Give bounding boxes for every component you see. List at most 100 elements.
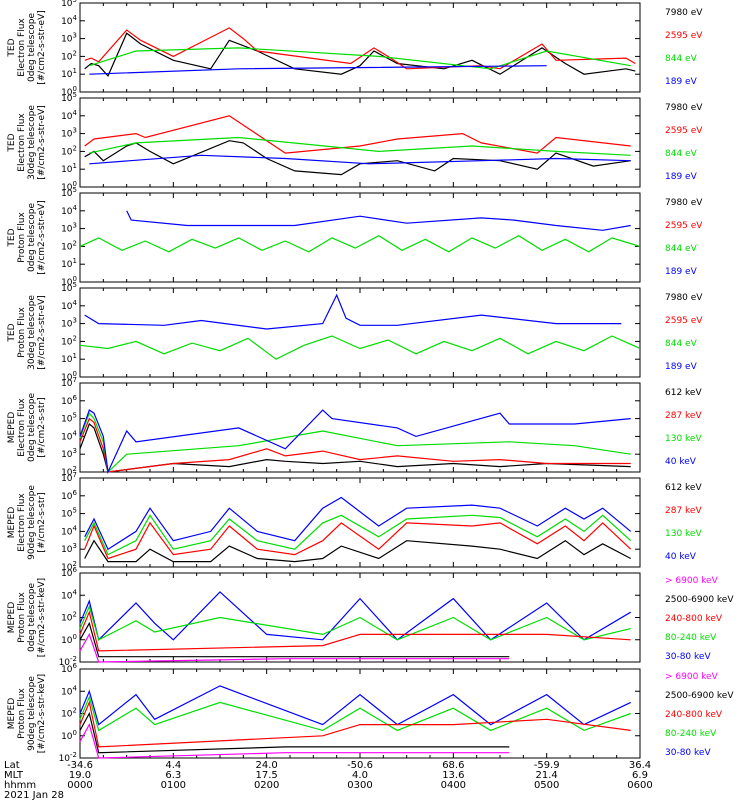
y-tick-label: 103 (61, 32, 77, 45)
legend-entry: 844 eV (665, 149, 698, 159)
legend-entry: 189 eV (665, 77, 698, 87)
y-tick-label: 101 (61, 162, 77, 175)
legend-entry: 844 eV (665, 244, 698, 254)
y-tick-label: 102 (61, 49, 77, 62)
panel-frame (79, 382, 641, 473)
legend-entry: 2500-6900 keV (665, 691, 734, 701)
y-tick-label: 103 (61, 317, 77, 330)
legend-entry: 80-240 keV (665, 729, 717, 739)
footer-label-hhmm: hhmm (4, 780, 36, 791)
legend-entry: 844 eV (665, 339, 698, 349)
legend-entry: 2595 eV (665, 316, 703, 326)
series-line (79, 723, 510, 759)
legend-entry: 130 keV (665, 434, 702, 444)
series-line (84, 496, 632, 551)
legend-entry: 287 keV (665, 506, 702, 516)
panel-frame (79, 2, 641, 93)
series-line (84, 539, 631, 563)
y-tick-label: 104 (61, 204, 77, 217)
y-tick-label: 103 (61, 127, 77, 140)
footer-hhmm-value: 0000 (67, 780, 92, 791)
legend-entry: 189 eV (665, 362, 698, 372)
legend-entry: 7980 eV (665, 103, 703, 113)
series-line (79, 695, 631, 732)
footer-lat-value: -50.6 (347, 760, 373, 771)
y-axis-label: TEDElectron Flux30deg telescope[#/cm2-s-… (7, 105, 47, 180)
series-line (79, 604, 631, 641)
legend-entry: 30-80 keV (665, 652, 711, 662)
series-line (84, 32, 636, 77)
y-tick-label: 102 (61, 707, 77, 720)
y-axis-label: TEDProton Flux0deg telescope[#/cm2-s-str… (7, 200, 47, 275)
y-tick-label: 102 (61, 144, 77, 157)
series-line (79, 621, 510, 658)
series-line (126, 210, 631, 231)
series-line (84, 115, 631, 154)
footer-hhmm-value: 0600 (627, 780, 652, 791)
y-tick-label: 103 (61, 222, 77, 235)
footer-lat-value: -34.6 (67, 760, 93, 771)
y-tick-label: 106 (61, 489, 77, 502)
panel-frame (79, 97, 641, 188)
footer-mlt-value: 4.0 (352, 770, 368, 781)
y-tick-label: 102 (61, 611, 77, 624)
y-tick-label: 104 (61, 429, 77, 442)
footer-mlt-value: 13.6 (442, 770, 464, 781)
legend-entry: 40 keV (665, 457, 697, 467)
series-line (89, 47, 631, 70)
series-line (89, 136, 631, 156)
y-tick-label: 102 (61, 239, 77, 252)
legend-entry: > 6900 keV (665, 672, 719, 682)
panel-frame (79, 192, 641, 283)
legend-entry: 2500-6900 keV (665, 595, 734, 605)
legend-entry: 2595 eV (665, 31, 703, 41)
series-line (89, 154, 631, 165)
y-tick-label: 104 (61, 14, 77, 27)
series-line (79, 417, 631, 473)
y-tick-label: 101 (61, 67, 77, 80)
legend-entry: 240-800 keV (665, 614, 723, 624)
y-tick-label: 105 (61, 507, 77, 520)
y-tick-label: 100 (61, 633, 77, 646)
y-axis-label: MEPEDProton Flux90deg telescope[#/cm2-s-… (7, 674, 47, 753)
legend-entry: 612 keV (665, 483, 702, 493)
footer-label-date: 2021 Jan 28 (4, 790, 64, 800)
footer-mlt-value: 17.5 (256, 770, 278, 781)
footer-hhmm-value: 0300 (347, 780, 372, 791)
legend-entry: > 6900 keV (665, 576, 719, 586)
series-line (79, 409, 631, 475)
y-tick-label: 105 (61, 412, 77, 425)
y-tick-label: 104 (61, 588, 77, 601)
legend-entry: 189 eV (665, 267, 698, 277)
y-tick-label: 103 (61, 542, 77, 555)
y-axis-label: TEDElectron Flux0deg telescope[#/cm2-s-s… (7, 10, 47, 85)
legend-entry: 7980 eV (665, 198, 703, 208)
legend-entry: 612 keV (665, 388, 702, 398)
y-tick-label: 104 (61, 684, 77, 697)
footer-lat-value: 36.4 (629, 760, 651, 771)
footer-label-mlt: MLT (4, 770, 24, 781)
legend-entry: 287 keV (665, 411, 702, 421)
y-tick-label: 104 (61, 109, 77, 122)
footer-mlt-value: 6.9 (632, 770, 648, 781)
panel-frame (79, 287, 641, 378)
legend-entry: 240-800 keV (665, 710, 723, 720)
y-axis-label: MEPEDElectron Flux0deg telescope[#/cm2-s… (7, 393, 47, 463)
legend-entry: 80-240 keV (665, 633, 717, 643)
series-line (79, 610, 631, 652)
series-line (79, 412, 631, 474)
y-axis-label: TEDProton Flux30deg telescope[#/cm2-s-st… (7, 295, 47, 370)
y-tick-label: 102 (61, 334, 77, 347)
footer-lat-value: 4.4 (165, 760, 181, 771)
legend-entry: 844 eV (665, 54, 698, 64)
legend-entry: 2595 eV (665, 221, 703, 231)
footer-hhmm-value: 0500 (534, 780, 559, 791)
footer-mlt-value: 21.4 (536, 770, 558, 781)
y-tick-label: 103 (61, 447, 77, 460)
y-tick-label: 104 (61, 524, 77, 537)
